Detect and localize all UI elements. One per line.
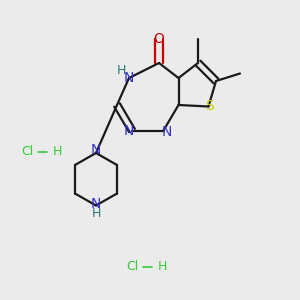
Text: S: S: [206, 100, 214, 113]
Text: O: O: [154, 32, 164, 46]
Text: H: H: [52, 145, 62, 158]
Text: N: N: [91, 143, 101, 157]
Text: N: N: [124, 124, 134, 137]
Text: N: N: [91, 197, 101, 211]
Text: H: H: [91, 207, 101, 220]
Text: N: N: [161, 125, 172, 139]
Text: Cl: Cl: [126, 260, 138, 274]
Text: Cl: Cl: [21, 145, 33, 158]
Text: H: H: [117, 64, 126, 77]
Text: H: H: [158, 260, 167, 274]
Text: N: N: [124, 71, 134, 85]
